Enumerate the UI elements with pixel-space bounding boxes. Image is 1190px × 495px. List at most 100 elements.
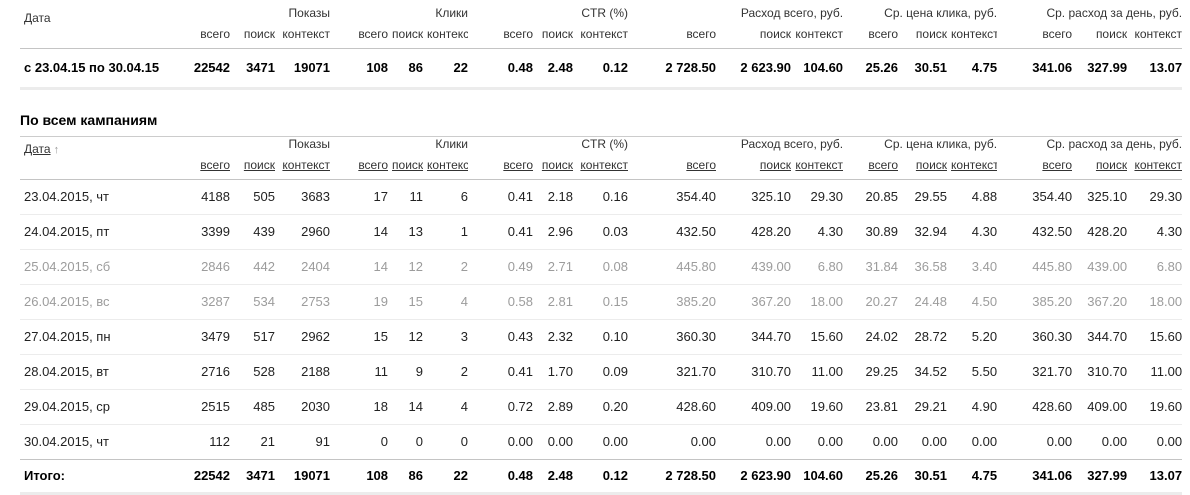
value-cell: 0.00	[628, 424, 717, 460]
summary-subheader-avg-click-cost-2: контекст	[947, 27, 998, 49]
campaigns-subheader-total-cost-1[interactable]: поиск	[716, 158, 792, 180]
value-cell: 3399	[180, 214, 230, 250]
value-cell: 432.50	[997, 214, 1073, 250]
value-cell: 409.00	[716, 389, 792, 425]
column-sort-link[interactable]: контекст	[951, 158, 998, 172]
value-cell: 2.81	[533, 284, 574, 320]
value-cell: 310.70	[1072, 354, 1128, 390]
column-sort-link[interactable]: поиск	[759, 158, 792, 172]
campaigns-subheader-ctr-1[interactable]: поиск	[533, 158, 574, 180]
summary-body: с 23.04.15 по 30.04.15 22542 3471 19071 108 8…	[20, 48, 1183, 90]
date-cell: 27.04.2015, пн	[20, 319, 180, 355]
value-cell: 2 623.90	[716, 459, 792, 495]
column-sort-link[interactable]: поиск	[915, 158, 948, 172]
campaigns-subheader-impressions-0[interactable]: всего	[180, 158, 230, 180]
value-cell: 0.41	[468, 214, 534, 250]
column-sort-link[interactable]: поиск	[541, 158, 574, 172]
value-cell: 0.00	[898, 424, 948, 460]
value-cell: 18	[330, 389, 389, 425]
date-sort-link[interactable]: Дата	[24, 142, 51, 156]
table-row: 30.04.2015, чт 112 21 91 0 0 0 0.00 0.00 0.00 0.00…	[20, 424, 1183, 460]
table-row: 25.04.2015, сб 2846 442 2404 14 12 2 0.49 2.71 0.…	[20, 249, 1183, 285]
value-cell: 327.99	[1072, 48, 1128, 90]
column-sort-link[interactable]: контекст	[1134, 158, 1183, 172]
summary-subheader-total-cost-0: всего	[628, 27, 717, 49]
summary-row: с 23.04.15 по 30.04.15 22542 3471 19071 108 8…	[20, 48, 1183, 90]
column-sort-link[interactable]: всего	[200, 158, 230, 172]
value-cell: 1	[423, 214, 469, 250]
campaigns-subheader-avg-day-cost-0[interactable]: всего	[997, 158, 1073, 180]
campaigns-date-column-header[interactable]: Дата ↑	[20, 137, 180, 180]
table-row: 27.04.2015, пн 3479 517 2962 15 12 3 0.43 2.32 0.…	[20, 319, 1183, 355]
column-sort-link[interactable]: всего	[1042, 158, 1073, 172]
value-cell: 14	[388, 389, 424, 425]
column-sort-link[interactable]: всего	[503, 158, 534, 172]
value-cell: 1.70	[533, 354, 574, 390]
value-cell: 0.20	[573, 389, 629, 425]
column-sort-link[interactable]: всего	[358, 158, 389, 172]
campaigns-subheader-clicks-0[interactable]: всего	[330, 158, 389, 180]
campaigns-subheader-avg-click-cost-2[interactable]: контекст	[947, 158, 998, 180]
value-cell: 30.89	[843, 214, 899, 250]
value-cell: 18.00	[1127, 284, 1183, 320]
campaigns-subheader-avg-day-cost-2[interactable]: контекст	[1127, 158, 1183, 180]
campaigns-subheader-ctr-0[interactable]: всего	[468, 158, 534, 180]
date-cell: 30.04.2015, чт	[20, 424, 180, 460]
value-cell: 4.90	[947, 389, 998, 425]
column-sort-link[interactable]: поиск	[392, 158, 424, 172]
value-cell: 4.30	[947, 214, 998, 250]
date-cell: 23.04.2015, чт	[24, 189, 110, 204]
campaigns-subheader-avg-click-cost-0[interactable]: всего	[843, 158, 899, 180]
value-cell: 439.00	[1072, 249, 1128, 285]
column-sort-link[interactable]: контекст	[795, 158, 844, 172]
value-cell: 327.99	[1072, 459, 1128, 495]
value-cell: 15	[330, 319, 389, 355]
summary-subheader-impressions-1: поиск	[230, 27, 275, 49]
value-cell: 505	[253, 189, 275, 204]
value-cell: 428.60	[997, 389, 1073, 425]
value-cell: 0.58	[468, 284, 534, 320]
value-cell: 0.00	[533, 424, 574, 460]
campaigns-subheader-avg-day-cost-1[interactable]: поиск	[1072, 158, 1128, 180]
campaigns-subheader-impressions-2[interactable]: контекст	[275, 158, 331, 180]
campaigns-subheader-total-cost-2[interactable]: контекст	[791, 158, 844, 180]
campaigns-body: 23.04.2015, чт 4188 505 3683 17 11 6 0.41 2.18 0.…	[20, 180, 1183, 495]
campaigns-subheader-avg-click-cost-1[interactable]: поиск	[898, 158, 948, 180]
summary-subheader-ctr-0: всего	[468, 27, 534, 49]
period-cell: с 23.04.15 по 30.04.15	[20, 48, 180, 90]
date-cell: 29.04.2015, ср	[20, 389, 180, 425]
campaigns-subheader-total-cost-0[interactable]: всего	[628, 158, 717, 180]
column-sort-link[interactable]: всего	[686, 158, 717, 172]
value-cell: 25.26	[843, 459, 899, 495]
campaigns-subheader-ctr-2[interactable]: контекст	[573, 158, 629, 180]
column-sort-link[interactable]: поиск	[1095, 158, 1128, 172]
column-sort-link[interactable]: контекст	[580, 158, 629, 172]
campaigns-subheader-impressions-1[interactable]: поиск	[230, 158, 275, 180]
value-cell: 4.30	[1127, 214, 1183, 250]
value-cell: 385.20	[997, 284, 1073, 320]
value-cell: 34.52	[898, 354, 948, 390]
campaigns-header: Дата ↑ Показы Клики CTR (%) Расход всего, руб…	[20, 137, 1183, 180]
campaigns-column-group-ctr: CTR (%)	[581, 137, 629, 151]
value-cell: 0.00	[716, 424, 792, 460]
column-sort-link[interactable]: поиск	[243, 158, 275, 172]
value-cell: 2.48	[533, 48, 574, 90]
value-cell: 4	[423, 389, 469, 425]
campaigns-subheader-clicks-2[interactable]: контекст	[423, 158, 469, 180]
value-cell: 3.40	[947, 249, 998, 285]
value-cell: 14	[330, 249, 389, 285]
column-sort-link[interactable]: всего	[868, 158, 899, 172]
campaigns-subheader-clicks-1[interactable]: поиск	[388, 158, 424, 180]
summary-table: Дата Показы Клики CTR (%) Расход всего, руб.…	[20, 6, 1183, 90]
date-cell: 25.04.2015, сб	[20, 249, 180, 285]
value-cell: 3479	[180, 319, 230, 355]
column-sort-link[interactable]: контекст	[427, 158, 468, 172]
summary-subheader-total-cost-2: контекст	[791, 27, 844, 49]
value-cell: 108	[330, 459, 389, 495]
total-label: Итого:	[20, 459, 180, 495]
value-cell: 442	[230, 249, 275, 285]
value-cell: 4.50	[947, 284, 998, 320]
column-sort-link[interactable]: контекст	[282, 158, 331, 172]
value-cell: 29.30	[810, 189, 844, 204]
value-cell: 360.30	[628, 319, 717, 355]
